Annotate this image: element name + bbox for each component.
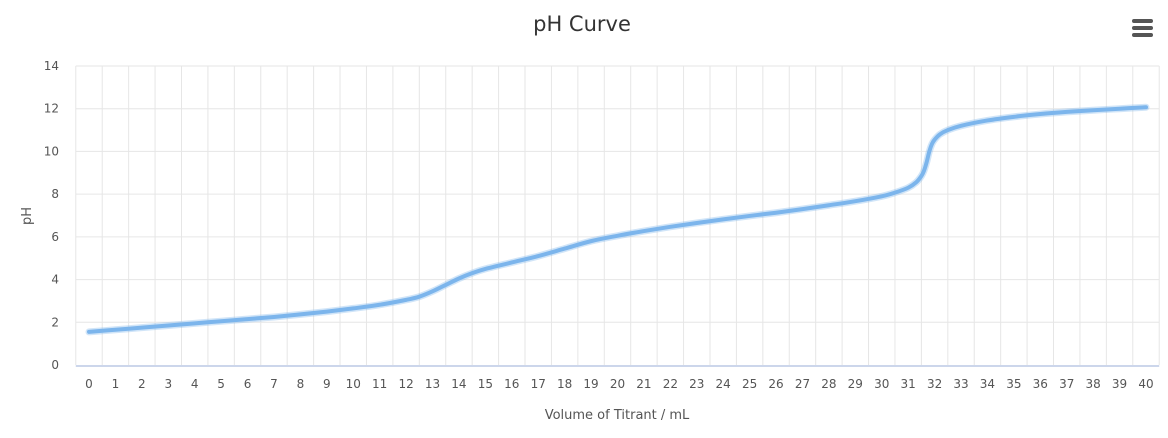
x-tick-label: 3 (164, 377, 172, 391)
grid (75, 65, 1160, 365)
x-tick-label: 5 (217, 377, 225, 391)
x-tick-label: 22 (663, 377, 678, 391)
x-tick-label: 4 (191, 377, 199, 391)
x-tick-label: 2 (138, 377, 146, 391)
series-line-halo (85, 103, 1150, 336)
y-tick-label: 8 (51, 187, 59, 201)
x-tick-label: 17 (531, 377, 546, 391)
y-tick-label: 4 (51, 273, 59, 287)
x-tick-label: 11 (372, 377, 387, 391)
x-tick-label: 9 (323, 377, 331, 391)
x-tick-label: 10 (346, 377, 361, 391)
x-tick-label: 0 (85, 377, 93, 391)
x-tick-label: 15 (478, 377, 493, 391)
x-tick-label: 20 (610, 377, 625, 391)
x-tick-label: 19 (583, 377, 598, 391)
x-tick-label: 24 (716, 377, 731, 391)
x-tick-label: 27 (795, 377, 810, 391)
x-tick-label: 31 (901, 377, 916, 391)
y-axis-title: pH (20, 207, 35, 225)
y-tick-label: 10 (44, 144, 59, 158)
x-tick-label: 32 (927, 377, 942, 391)
x-tick-label: 39 (1112, 377, 1127, 391)
menu-icon-bar (1132, 26, 1153, 30)
menu-icon-bar (1132, 33, 1153, 37)
x-tick-label: 8 (297, 377, 305, 391)
x-tick-label: 25 (742, 377, 757, 391)
y-tick-label: 12 (44, 102, 59, 116)
x-tick-label: 16 (504, 377, 519, 391)
y-tick-label: 0 (51, 358, 59, 372)
x-tick-label: 35 (1006, 377, 1021, 391)
x-tick-label: 30 (874, 377, 889, 391)
x-tick-label: 26 (768, 377, 783, 391)
x-tick-label: 13 (425, 377, 440, 391)
x-tick-label: 29 (848, 377, 863, 391)
x-tick-label: 38 (1086, 377, 1101, 391)
x-tick-label: 12 (398, 377, 413, 391)
y-tick-label: 14 (44, 59, 59, 73)
x-tick-label: 6 (244, 377, 252, 391)
chart-menu-button[interactable] (1126, 14, 1158, 42)
x-axis-title: Volume of Titrant / mL (545, 408, 690, 423)
series-line[interactable] (87, 105, 1148, 334)
x-tick-label: 21 (636, 377, 651, 391)
x-tick-label: 18 (557, 377, 572, 391)
x-tick-label: 7 (270, 377, 278, 391)
menu-icon (1132, 19, 1153, 23)
y-tick-label: 2 (51, 315, 59, 329)
x-tick-label: 28 (821, 377, 836, 391)
x-tick-label: 23 (689, 377, 704, 391)
series-group (85, 103, 1150, 336)
x-tick-label: 14 (451, 377, 466, 391)
x-tick-label: 34 (980, 377, 995, 391)
y-tick-label: 6 (51, 230, 59, 244)
x-tick-label: 40 (1138, 377, 1153, 391)
x-tick-label: 1 (112, 377, 120, 391)
x-tick-label: 37 (1059, 377, 1074, 391)
x-tick-label: 33 (953, 377, 968, 391)
chart-title: pH Curve (533, 12, 631, 36)
x-tick-label: 36 (1033, 377, 1048, 391)
